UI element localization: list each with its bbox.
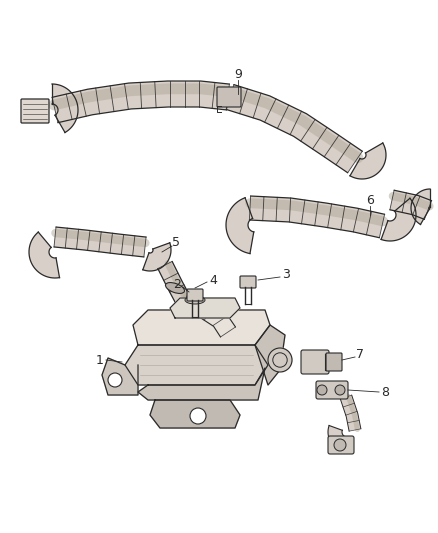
- Text: 3: 3: [282, 269, 290, 281]
- Text: 5: 5: [172, 236, 180, 248]
- Polygon shape: [350, 143, 386, 179]
- Polygon shape: [390, 190, 431, 220]
- Polygon shape: [181, 292, 236, 337]
- Polygon shape: [170, 298, 240, 318]
- Polygon shape: [226, 85, 362, 173]
- Polygon shape: [340, 395, 361, 431]
- Text: 9: 9: [234, 69, 242, 82]
- Text: 1: 1: [96, 353, 104, 367]
- FancyBboxPatch shape: [187, 289, 203, 301]
- Polygon shape: [411, 189, 430, 224]
- Circle shape: [317, 385, 327, 395]
- Ellipse shape: [166, 282, 184, 294]
- FancyBboxPatch shape: [21, 99, 49, 123]
- Polygon shape: [52, 84, 78, 133]
- Polygon shape: [226, 198, 254, 254]
- Polygon shape: [102, 358, 138, 395]
- Circle shape: [268, 348, 292, 372]
- Polygon shape: [280, 348, 292, 372]
- Circle shape: [108, 373, 122, 387]
- Circle shape: [335, 385, 345, 395]
- Text: 2: 2: [173, 279, 181, 292]
- Text: 4: 4: [209, 273, 217, 287]
- FancyBboxPatch shape: [217, 87, 241, 107]
- Circle shape: [190, 408, 206, 424]
- Polygon shape: [133, 310, 270, 345]
- Polygon shape: [249, 196, 385, 238]
- Polygon shape: [138, 368, 265, 400]
- Text: 8: 8: [381, 385, 389, 399]
- Circle shape: [334, 439, 346, 451]
- Polygon shape: [255, 325, 285, 385]
- Polygon shape: [125, 345, 268, 385]
- Text: 6: 6: [366, 193, 374, 206]
- Polygon shape: [29, 232, 60, 278]
- Polygon shape: [158, 261, 190, 304]
- FancyBboxPatch shape: [240, 276, 256, 288]
- Ellipse shape: [185, 296, 205, 304]
- FancyBboxPatch shape: [316, 381, 348, 399]
- Polygon shape: [328, 425, 350, 451]
- Polygon shape: [150, 400, 240, 428]
- Polygon shape: [143, 243, 171, 271]
- FancyBboxPatch shape: [326, 353, 342, 371]
- Polygon shape: [381, 198, 416, 241]
- FancyBboxPatch shape: [301, 350, 329, 374]
- Polygon shape: [52, 81, 230, 123]
- Polygon shape: [54, 227, 146, 257]
- Text: 7: 7: [356, 349, 364, 361]
- FancyBboxPatch shape: [328, 436, 354, 454]
